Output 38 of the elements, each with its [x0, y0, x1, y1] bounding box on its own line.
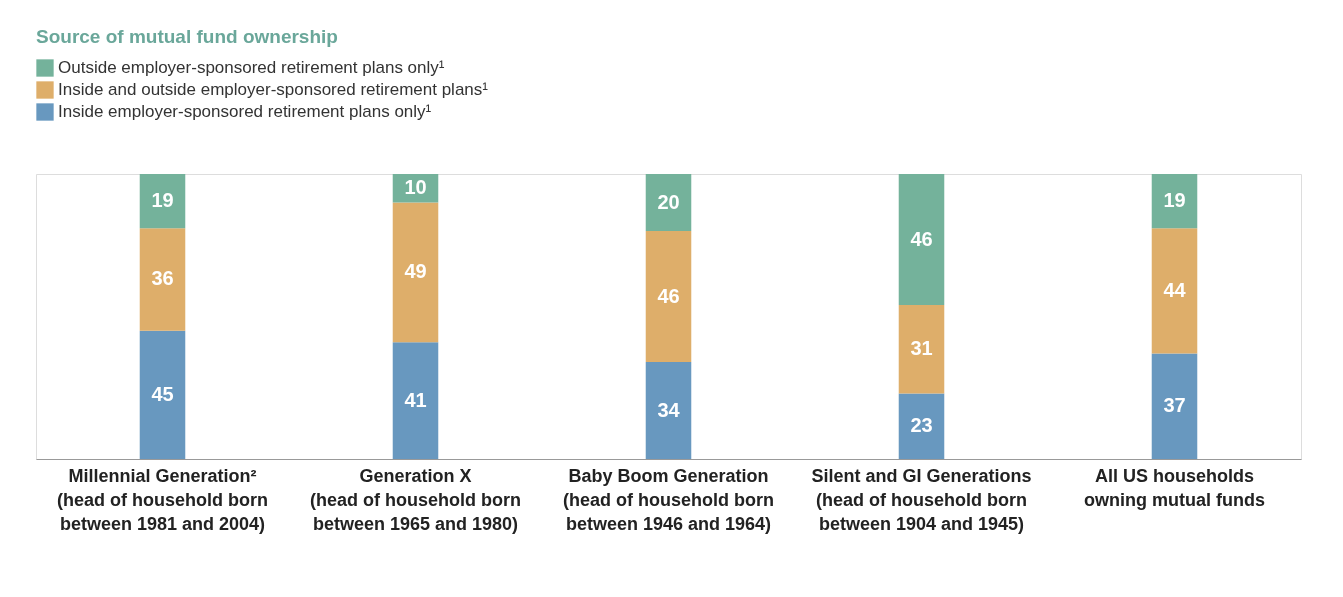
data-label: 37: [1163, 394, 1186, 417]
data-label: 46: [910, 227, 933, 250]
bar: [139, 330, 186, 459]
bar: [1151, 174, 1198, 229]
data-label: 10: [404, 176, 427, 199]
data-label: 49: [404, 260, 427, 283]
bar: [645, 362, 692, 459]
bar: [392, 202, 439, 343]
x-tick-label: All US households owning mutual funds: [1084, 465, 1265, 510]
data-label: 36: [151, 267, 174, 290]
legend-label: Inside employer-sponsored retirement plans only¹: [58, 102, 432, 121]
data-label: 23: [910, 414, 933, 437]
x-tick-label: Millennial Generation² (head of household born between 1981 and 2004): [57, 465, 268, 534]
legend-label: Inside and outside employer-sponsored retirement plans¹: [58, 80, 489, 99]
bar: [898, 305, 945, 394]
bar: [898, 393, 945, 459]
data-label: 44: [1163, 278, 1187, 301]
data-label: 45: [151, 382, 174, 405]
x-tick-label: Silent and GI Generations (head of household born between 1904 and 1945): [811, 465, 1032, 534]
data-label: 31: [910, 337, 933, 360]
data-label: 19: [1163, 189, 1186, 212]
bar: [898, 174, 945, 306]
data-label: 34: [657, 398, 681, 421]
chart-title: Source of mutual fund ownership: [36, 26, 338, 47]
data-label: 20: [657, 190, 680, 213]
bar: [139, 174, 186, 229]
bar: [139, 228, 186, 331]
bar: [1151, 228, 1198, 354]
legend-label: Outside employer-sponsored retirement plans only¹: [58, 58, 445, 77]
x-tick-label: Generation X (head of household born between 1965 and 1980): [310, 465, 521, 534]
bar: [392, 342, 439, 459]
bar: [645, 174, 692, 231]
bar: [1151, 353, 1198, 459]
x-tick-label: Baby Boom Generation (head of household born between 1946 and 1964): [563, 465, 774, 534]
bar: [645, 231, 692, 363]
data-label: 19: [151, 189, 174, 212]
data-label: 46: [657, 284, 680, 307]
data-label: 41: [404, 388, 427, 411]
